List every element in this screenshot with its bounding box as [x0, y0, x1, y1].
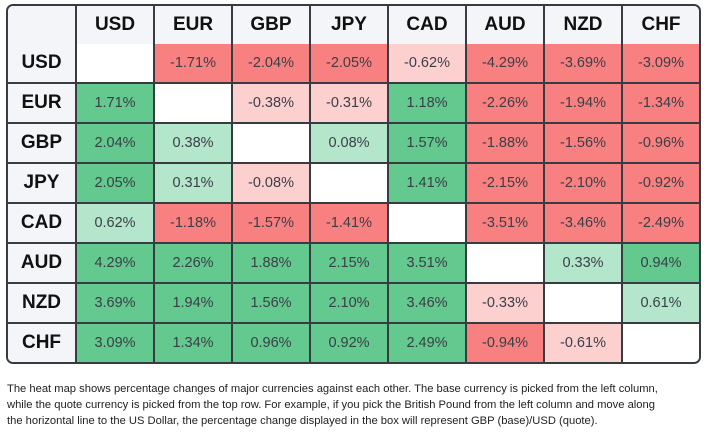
heatmap-cell-aud-usd[interactable]: 4.29% [77, 244, 155, 284]
table-row-cad: CAD 0.62% -1.18% -1.57% -1.41% -3.51% -3.46% -2… [8, 204, 699, 244]
heatmap-cell-gbp-gbp[interactable] [233, 124, 311, 164]
heatmap-cell-eur-jpy[interactable]: -0.31% [311, 84, 389, 124]
heatmap-cell-aud-aud[interactable] [467, 244, 545, 284]
row-header-cad[interactable]: CAD [8, 204, 77, 244]
heatmap-cell-chf-aud[interactable]: -0.94% [467, 324, 545, 362]
table-row-gbp: GBP 2.04% 0.38% 0.08% 1.57% -1.88% -1.56% -0.96… [8, 124, 699, 164]
heatmap-cell-usd-cad[interactable]: -0.62% [389, 44, 467, 84]
heatmap-cell-chf-cad[interactable]: 2.49% [389, 324, 467, 362]
heatmap-cell-cad-usd[interactable]: 0.62% [77, 204, 155, 244]
caption-line: while the quote currency is picked from … [7, 399, 655, 411]
caption-line: The heat map shows percentage changes of… [7, 383, 658, 395]
heatmap-cell-nzd-aud[interactable]: -0.33% [467, 284, 545, 324]
table-row-usd: USD -1.71% -2.04% -2.05% -0.62% -4.29% -3.69% -… [8, 44, 699, 84]
heatmap-cell-cad-gbp[interactable]: -1.57% [233, 204, 311, 244]
heatmap-cell-nzd-cad[interactable]: 3.46% [389, 284, 467, 324]
heatmap-cell-cad-aud[interactable]: -3.51% [467, 204, 545, 244]
heatmap-cell-gbp-chf[interactable]: -0.96% [623, 124, 699, 164]
heatmap-cell-nzd-jpy[interactable]: 2.10% [311, 284, 389, 324]
heatmap-cell-nzd-usd[interactable]: 3.69% [77, 284, 155, 324]
row-header-nzd[interactable]: NZD [8, 284, 77, 324]
heatmap-cell-eur-chf[interactable]: -1.34% [623, 84, 699, 124]
heatmap-cell-chf-eur[interactable]: 1.34% [155, 324, 233, 362]
table-row-nzd: NZD 3.69% 1.94% 1.56% 2.10% 3.46% -0.33% 0.61% [8, 284, 699, 324]
heatmap-cell-usd-usd[interactable] [77, 44, 155, 84]
heatmap-cell-jpy-usd[interactable]: 2.05% [77, 164, 155, 204]
heatmap-cell-aud-cad[interactable]: 3.51% [389, 244, 467, 284]
heatmap-cell-usd-nzd[interactable]: -3.69% [545, 44, 623, 84]
heatmap-cell-eur-gbp[interactable]: -0.38% [233, 84, 311, 124]
column-header-gbp[interactable]: GBP [233, 6, 311, 44]
heatmap-cell-eur-nzd[interactable]: -1.94% [545, 84, 623, 124]
heatmap-cell-aud-chf[interactable]: 0.94% [623, 244, 699, 284]
row-header-gbp[interactable]: GBP [8, 124, 77, 164]
heatmap-cell-chf-jpy[interactable]: 0.92% [311, 324, 389, 362]
column-header-usd[interactable]: USD [77, 6, 155, 44]
header-row: USD EUR GBP JPY CAD AUD NZD CHF [8, 6, 699, 44]
heatmap-cell-chf-gbp[interactable]: 0.96% [233, 324, 311, 362]
heatmap-cell-jpy-gbp[interactable]: -0.08% [233, 164, 311, 204]
table-row-eur: EUR 1.71% -0.38% -0.31% 1.18% -2.26% -1.94% -1.… [8, 84, 699, 124]
heatmap-cell-eur-eur[interactable] [155, 84, 233, 124]
heatmap-cell-aud-gbp[interactable]: 1.88% [233, 244, 311, 284]
currency-heat-map: USD EUR GBP JPY CAD AUD NZD CHF USD -1.71… [6, 4, 701, 364]
column-header-nzd[interactable]: NZD [545, 6, 623, 44]
heatmap-cell-aud-nzd[interactable]: 0.33% [545, 244, 623, 284]
table-row-chf: CHF 3.09% 1.34% 0.96% 0.92% 2.49% -0.94% -0.61% [8, 324, 699, 362]
heatmap-cell-aud-jpy[interactable]: 2.15% [311, 244, 389, 284]
heatmap-cell-gbp-nzd[interactable]: -1.56% [545, 124, 623, 164]
row-header-eur[interactable]: EUR [8, 84, 77, 124]
heatmap-cell-jpy-chf[interactable]: -0.92% [623, 164, 699, 204]
heatmap-cell-usd-jpy[interactable]: -2.05% [311, 44, 389, 84]
heatmap-cell-jpy-nzd[interactable]: -2.10% [545, 164, 623, 204]
heatmap-cell-jpy-jpy[interactable] [311, 164, 389, 204]
column-header-eur[interactable]: EUR [155, 6, 233, 44]
heatmap-cell-eur-aud[interactable]: -2.26% [467, 84, 545, 124]
heatmap-cell-eur-cad[interactable]: 1.18% [389, 84, 467, 124]
heatmap-cell-jpy-eur[interactable]: 0.31% [155, 164, 233, 204]
caption-line: the horizontal line to the US Dollar, th… [7, 415, 598, 427]
column-header-aud[interactable]: AUD [467, 6, 545, 44]
corner-cell [8, 6, 77, 44]
heatmap-cell-cad-eur[interactable]: -1.18% [155, 204, 233, 244]
heatmap-cell-usd-gbp[interactable]: -2.04% [233, 44, 311, 84]
heatmap-cell-cad-jpy[interactable]: -1.41% [311, 204, 389, 244]
heatmap-cell-gbp-cad[interactable]: 1.57% [389, 124, 467, 164]
heatmap-cell-nzd-nzd[interactable] [545, 284, 623, 324]
heatmap-cell-cad-nzd[interactable]: -3.46% [545, 204, 623, 244]
heatmap-body: USD -1.71% -2.04% -2.05% -0.62% -4.29% -3.69% -… [8, 44, 699, 362]
row-header-usd[interactable]: USD [8, 44, 77, 84]
heatmap-cell-nzd-gbp[interactable]: 1.56% [233, 284, 311, 324]
table-row-jpy: JPY 2.05% 0.31% -0.08% 1.41% -2.15% -2.10% -0.9… [8, 164, 699, 204]
heatmap-cell-gbp-usd[interactable]: 2.04% [77, 124, 155, 164]
heatmap-cell-jpy-cad[interactable]: 1.41% [389, 164, 467, 204]
column-header-jpy[interactable]: JPY [311, 6, 389, 44]
heatmap-cell-chf-nzd[interactable]: -0.61% [545, 324, 623, 362]
heatmap-cell-gbp-aud[interactable]: -1.88% [467, 124, 545, 164]
heatmap-cell-usd-chf[interactable]: -3.09% [623, 44, 699, 84]
heatmap-cell-cad-chf[interactable]: -2.49% [623, 204, 699, 244]
row-header-aud[interactable]: AUD [8, 244, 77, 284]
heatmap-caption: The heat map shows percentage changes of… [7, 381, 697, 429]
heatmap-cell-aud-eur[interactable]: 2.26% [155, 244, 233, 284]
column-header-chf[interactable]: CHF [623, 6, 699, 44]
column-header-cad[interactable]: CAD [389, 6, 467, 44]
heatmap-cell-usd-aud[interactable]: -4.29% [467, 44, 545, 84]
heatmap-cell-jpy-aud[interactable]: -2.15% [467, 164, 545, 204]
heatmap-cell-usd-eur[interactable]: -1.71% [155, 44, 233, 84]
heatmap-cell-chf-usd[interactable]: 3.09% [77, 324, 155, 362]
heatmap-cell-nzd-chf[interactable]: 0.61% [623, 284, 699, 324]
table-row-aud: AUD 4.29% 2.26% 1.88% 2.15% 3.51% 0.33% 0.94% [8, 244, 699, 284]
heatmap-cell-nzd-eur[interactable]: 1.94% [155, 284, 233, 324]
heatmap-cell-gbp-jpy[interactable]: 0.08% [311, 124, 389, 164]
heatmap-cell-cad-cad[interactable] [389, 204, 467, 244]
heatmap-cell-eur-usd[interactable]: 1.71% [77, 84, 155, 124]
heatmap-cell-gbp-eur[interactable]: 0.38% [155, 124, 233, 164]
row-header-chf[interactable]: CHF [8, 324, 77, 362]
heatmap-cell-chf-chf[interactable] [623, 324, 699, 362]
row-header-jpy[interactable]: JPY [8, 164, 77, 204]
